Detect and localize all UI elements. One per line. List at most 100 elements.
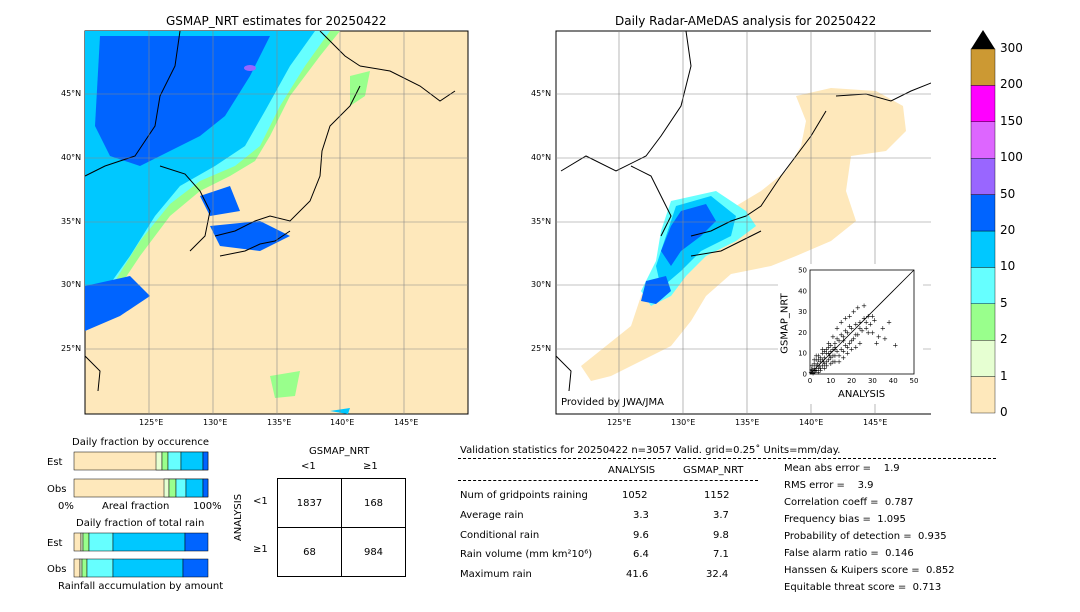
occ-row-obs: Obs (47, 484, 67, 495)
scatter-point: + (857, 339, 863, 347)
row-gsmap-gridpoints: 1152 (704, 490, 730, 501)
scatter-point: + (811, 360, 817, 368)
score-hk: Hanssen & Kuipers score = 0.852 (784, 565, 955, 576)
scatter-point: + (836, 352, 842, 360)
score-corr: Correlation coeff = 0.787 (784, 497, 914, 508)
score-pod: Probability of detection = 0.935 (784, 531, 947, 542)
scatter-point: + (820, 346, 826, 354)
scatter-point: + (851, 308, 857, 316)
scatter-point: + (863, 319, 869, 327)
ct-col-lt: <1 (301, 461, 316, 472)
scatter-point: + (824, 346, 830, 354)
scatter-point: + (832, 358, 838, 366)
colorbar-tick-label: 10 (1000, 259, 1016, 274)
col-gsmap: GSMAP_NRT (683, 465, 744, 476)
colorbar-block (970, 340, 996, 377)
scatter-point: + (812, 367, 818, 375)
left-coastline (84, 30, 456, 392)
scatter-x-tick: 20 (847, 377, 856, 385)
scatter-point: + (817, 364, 823, 372)
colorbar-block (970, 194, 996, 232)
scatter-point: + (842, 327, 848, 335)
scatter-point: + (815, 356, 821, 364)
scatter-point: + (845, 329, 851, 337)
scatter-point: + (874, 339, 880, 347)
scatter-point: + (809, 366, 815, 374)
row-analysis-conditional: 9.6 (633, 530, 649, 541)
row-label-maximum: Maximum rain (460, 569, 532, 580)
scatter-point: + (845, 350, 851, 358)
right-lon-label-140: 140°E (799, 418, 824, 427)
scatter-point: + (817, 358, 823, 366)
scatter-ylabel: GSMAP_NRT (779, 293, 791, 354)
scatter-point: + (832, 346, 838, 354)
left-map (84, 30, 469, 415)
colorbar-block (970, 303, 996, 341)
scatter-point: + (820, 356, 826, 364)
amt-footer: Rainfall accumulation by amount (58, 581, 224, 592)
scatter-point: + (840, 348, 846, 356)
scatter-point: + (832, 352, 838, 360)
colorbar-tick-label: 100 (1000, 150, 1023, 165)
scatter-point: + (832, 339, 838, 347)
scatter-point: + (853, 331, 859, 339)
scatter-point: + (853, 321, 859, 329)
scatter-point: + (824, 350, 830, 358)
scatter-point: + (830, 358, 836, 366)
colorbar-block (970, 85, 996, 123)
row-label-gridpoints: Num of gridpoints raining (460, 490, 588, 501)
scatter-point: + (849, 325, 855, 333)
validation-header-rule (458, 458, 996, 459)
scatter-point: + (840, 337, 846, 345)
left-lon-label-140: 140°E (330, 418, 355, 427)
colorbar-extend-arrow (971, 30, 995, 49)
score-ets: Equitable threat score = 0.713 (784, 582, 942, 593)
scatter-point: + (827, 352, 833, 360)
score-rmse: RMS error = 3.9 (784, 480, 874, 491)
scatter-point: + (814, 360, 820, 368)
scatter-point: + (842, 314, 848, 322)
left-lon-label-130: 130°E (203, 418, 228, 427)
scatter-point: + (892, 341, 898, 349)
scatter-point: + (826, 339, 832, 347)
right-lat-label-45: 45°N (531, 89, 552, 98)
colorbar-block (970, 267, 996, 304)
row-gsmap-conditional: 9.8 (713, 530, 729, 541)
scatter-point: + (813, 352, 819, 360)
scatter-point: + (847, 323, 853, 331)
scatter-point: + (830, 333, 836, 341)
amt-row-est: Est (47, 538, 63, 549)
right-lon-label-145: 145°E (863, 418, 888, 427)
scatter-x-tick: 50 (910, 377, 919, 385)
scatter-point: + (867, 321, 873, 329)
colorbar-block (970, 157, 996, 195)
colorbar-tick-label: 20 (1000, 223, 1016, 237)
scatter-point: + (809, 362, 815, 370)
scatter-point: + (865, 312, 871, 320)
scatter-x-tick: 0 (808, 377, 812, 385)
left-grid (85, 31, 468, 414)
colorbar (970, 30, 996, 414)
scatter-point: + (813, 366, 819, 374)
row-analysis-maximum: 41.6 (626, 569, 649, 580)
scatter-point: + (815, 368, 821, 376)
scatter-point: + (863, 325, 869, 333)
scatter-point: + (826, 356, 832, 364)
scatter-point: + (834, 325, 840, 333)
scatter-point: + (876, 333, 882, 341)
scatter-y-tick: 40 (798, 287, 807, 295)
amt-row-obs: Obs (47, 564, 67, 575)
scatter-point: + (809, 365, 815, 373)
colorbar-blocks (970, 48, 996, 414)
amt-bars (73, 532, 209, 578)
colorbar-tick-label: 0 (1000, 405, 1008, 419)
ct-row-ge: ≥1 (253, 544, 268, 555)
scatter-point: + (821, 358, 827, 366)
scatter-point: + (838, 346, 844, 354)
scatter-plot: ++++++++++++++++++++++++++++++++++++++++… (798, 267, 919, 386)
scatter-x-tick: 30 (868, 377, 877, 385)
scatter-point: + (828, 341, 834, 349)
contingency-table: 1837 168 68 984 (277, 478, 406, 577)
scatter-point: + (842, 341, 848, 349)
ct-cell-lt-lt: 1837 (277, 478, 342, 528)
